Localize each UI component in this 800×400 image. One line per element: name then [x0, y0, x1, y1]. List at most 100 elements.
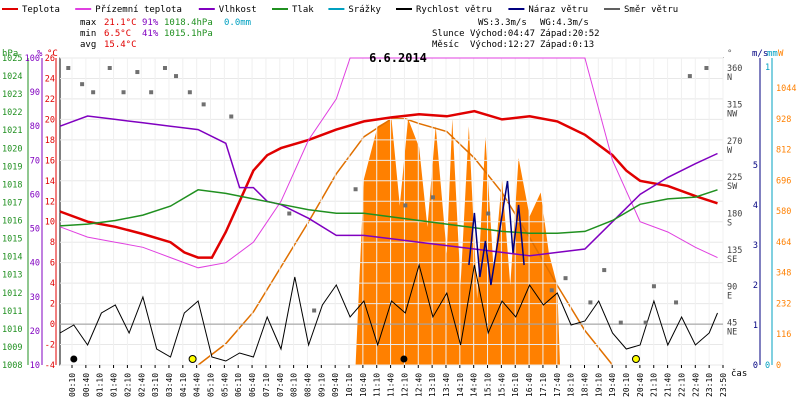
x-tick-label: 04:40	[193, 373, 202, 397]
series-line	[59, 189, 718, 234]
wind-direction-mark	[174, 74, 179, 79]
tick-label-compass: SE	[727, 255, 737, 265]
stat-max-hum: 91%	[142, 18, 159, 28]
x-tick-label: 19:40	[608, 373, 617, 397]
tick-label-pct: 20	[30, 327, 40, 337]
legend-label: Srážky	[348, 5, 381, 15]
x-tick-label: 10:40	[359, 373, 368, 397]
tick-label-deg: 180	[727, 210, 742, 220]
stat-avg-temp: 15.4°C	[104, 40, 137, 50]
moon-label: Měsíc	[432, 40, 459, 50]
x-tick-label: 21:40	[664, 373, 673, 397]
wind-direction-mark	[602, 268, 607, 273]
tick-label-c: 8	[50, 238, 55, 248]
sunset-marker	[631, 355, 640, 363]
tick-label-deg: 45	[727, 319, 737, 329]
x-tick-label: 14:10	[456, 373, 465, 397]
series-line	[59, 57, 718, 269]
x-tick-label: 23:10	[705, 373, 714, 397]
legend-label: Směr větru	[624, 5, 678, 15]
tick-label-c: 0	[50, 320, 55, 330]
x-tick-label: 15:40	[497, 373, 506, 397]
tick-label-mm: 1	[765, 63, 770, 73]
wind-direction-mark	[674, 300, 679, 305]
tick-label-w: 348	[776, 269, 791, 279]
x-tick-label: 17:10	[539, 373, 548, 397]
stat-max-rain: 0.0mm	[224, 18, 251, 28]
x-tick-label: 22:40	[691, 373, 700, 397]
tick-label-c: 20	[45, 115, 55, 125]
series-line	[59, 109, 718, 259]
x-tick-label: 16:10	[511, 373, 520, 397]
sun-rise: Východ:04:47	[470, 29, 535, 39]
wind-direction-mark	[229, 114, 234, 119]
tick-label-hpa: 1009	[2, 343, 22, 353]
tick-label-hpa: 1020	[2, 144, 22, 154]
tick-label-hpa: 1010	[2, 325, 22, 335]
x-tick-label: 04:10	[179, 373, 188, 397]
sunrise-marker	[188, 355, 197, 363]
wind-direction-mark	[353, 187, 358, 192]
x-tick-label: 19:10	[594, 373, 603, 397]
tick-label-hpa: 1014	[2, 253, 22, 263]
wind-direction-mark	[91, 90, 96, 95]
x-tick-label: 09:40	[331, 373, 340, 397]
solar-envelope-line	[197, 118, 614, 366]
tick-label-w: 812	[776, 146, 791, 156]
tick-label-c: 10	[45, 218, 55, 228]
tick-label-deg: 360	[727, 64, 742, 74]
x-tick-label: 00:10	[68, 373, 77, 397]
x-tick-label: 05:10	[207, 373, 216, 397]
stat-min-hum: 41%	[142, 29, 159, 39]
legend-label: Přízemní teplota	[95, 5, 182, 15]
axis-unit-pct: %	[37, 49, 43, 59]
legend-label: Náraz větru	[528, 5, 588, 15]
x-tick-label: 17:40	[553, 373, 562, 397]
x-tick-label: 11:40	[387, 373, 396, 397]
sun-label: Slunce	[432, 29, 465, 39]
wind-direction-mark	[687, 74, 692, 79]
wind-direction-mark	[121, 90, 126, 95]
tick-label-hpa: 1023	[2, 90, 22, 100]
tick-label-pct: 60	[30, 190, 40, 200]
tick-label-pct: 50	[30, 225, 40, 235]
legend-label: Rychlost větru	[416, 5, 492, 15]
stat-min-press: 1015.1hPa	[164, 29, 213, 39]
tick-label-pct: 90	[30, 88, 40, 98]
x-tick-label: 22:10	[677, 373, 686, 397]
x-tick-label: 13:40	[442, 373, 451, 397]
tick-label-ms: 4	[753, 201, 758, 211]
x-tick-label: 02:40	[137, 373, 146, 397]
wind-direction-mark	[312, 308, 317, 313]
wind-direction-mark	[149, 90, 154, 95]
stat-avg-label: avg	[80, 40, 96, 50]
x-tick-label: 08:10	[290, 373, 299, 397]
tick-label-hpa: 1021	[2, 126, 22, 136]
tick-label-c: 6	[50, 259, 55, 269]
tick-label-ms: 1	[753, 321, 758, 331]
x-tick-label: 05:40	[220, 373, 229, 397]
tick-label-hpa: 1013	[2, 271, 22, 281]
legend-label: Teplota	[22, 5, 60, 15]
wind-direction-mark	[643, 320, 648, 325]
x-axis-label: čas	[731, 368, 747, 379]
tick-label-deg: 225	[727, 173, 742, 183]
tick-label-c: 12	[45, 197, 55, 207]
x-tick-label: 21:10	[650, 373, 659, 397]
x-tick-label: 01:10	[96, 373, 105, 397]
tick-label-deg: 90	[727, 282, 737, 292]
x-tick-label: 20:10	[622, 373, 631, 397]
x-tick-label: 14:40	[470, 373, 479, 397]
axis-unit-c: °C	[47, 49, 58, 59]
x-tick-label: 10:10	[345, 373, 354, 397]
x-tick-label: 03:10	[151, 373, 160, 397]
series-line	[468, 180, 525, 286]
stat-max-press: 1018.4hPa	[164, 18, 213, 28]
moon-rise: Východ:12:27	[470, 40, 535, 50]
tick-label-hpa: 1008	[2, 361, 22, 371]
tick-label-pct: 10	[30, 361, 40, 371]
tick-label-pct: 70	[30, 156, 40, 166]
moon-set: Západ:0:13	[540, 40, 594, 50]
